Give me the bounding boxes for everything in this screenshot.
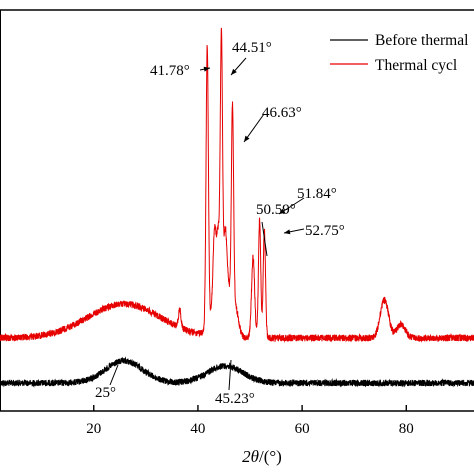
series-line-0 (0, 356, 474, 388)
x-axis-label-unit: /(°) (259, 447, 282, 466)
annotation-label-1: 44.51° (232, 40, 272, 56)
plot-frame (0, 9, 474, 412)
x-tick-label-0: 20 (86, 421, 101, 437)
x-axis-label: 2θ/(°) (242, 447, 282, 466)
annotation-label-0: 41.78° (150, 63, 190, 79)
series-layer (0, 27, 474, 388)
x-tick-label-1: 40 (190, 421, 205, 437)
legend-label-thermal: Thermal cycl (375, 57, 457, 74)
annotation-label-6: 25° (95, 385, 116, 401)
series-line-1 (0, 27, 474, 343)
annotation-leader-7 (228, 359, 232, 391)
annotation-label-2: 46.63° (262, 105, 302, 121)
annotation-label-7: 45.23° (215, 391, 255, 407)
x-tick-label-3: 80 (399, 421, 414, 437)
annotation-leader-4 (261, 221, 268, 257)
legend: Before thermal Thermal cycl (322, 24, 474, 82)
annotation-leader-6 (109, 364, 119, 386)
annotation-arrowhead-3 (279, 208, 286, 214)
annotation-arrowhead-1 (231, 68, 237, 75)
annotation-label-5: 52.75° (305, 223, 345, 239)
x-tick-label-2: 60 (295, 421, 310, 437)
annotation-label-4: 50.59° (256, 202, 296, 218)
legend-box (322, 24, 474, 82)
legend-label-before: Before thermal (375, 32, 468, 49)
annotation-label-3: 51.84° (297, 186, 337, 202)
x-axis-label-symbol: 2θ (242, 447, 259, 466)
annotation-arrowhead-0 (203, 66, 210, 72)
annotation-arrowhead-2 (244, 135, 250, 142)
x-ticks: 20 40 60 80 (86, 405, 414, 437)
annotation-arrowhead-5 (284, 229, 291, 235)
peak-annotations: 41.78° 44.51° 46.63° 51.84°50.59° 52.75° 25° 4… (95, 40, 345, 407)
